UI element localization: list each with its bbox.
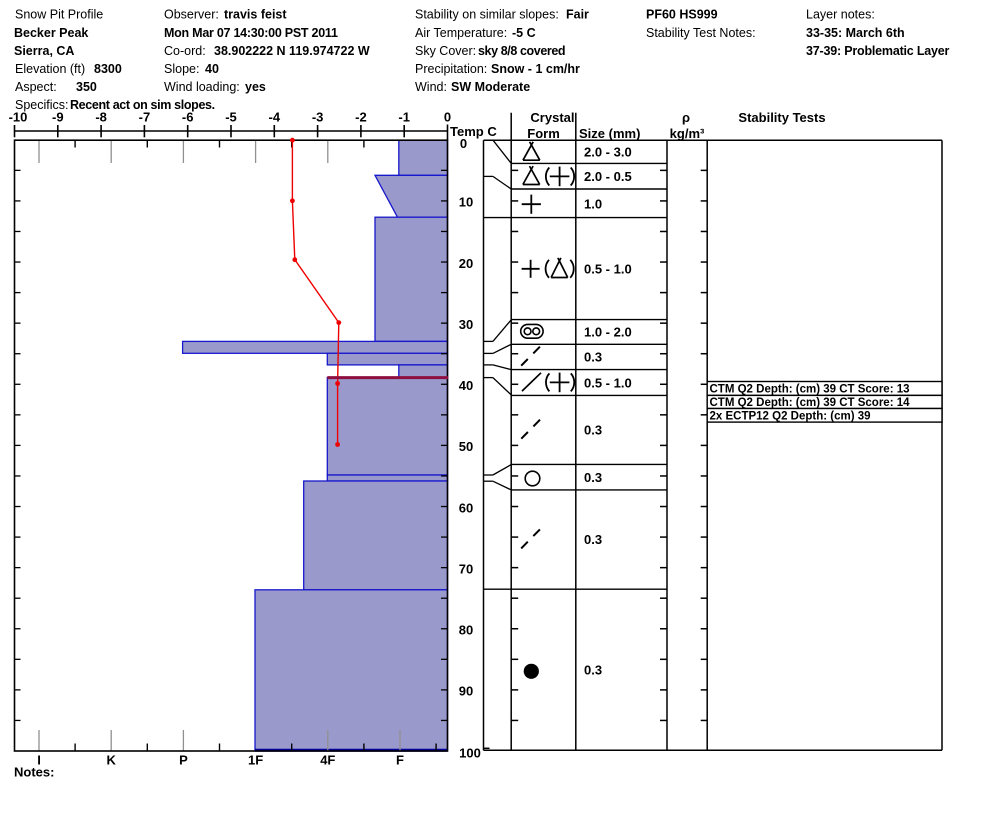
svg-text:-5 C: -5 C — [512, 26, 536, 40]
svg-text:yes: yes — [245, 80, 266, 94]
svg-text:-10: -10 — [9, 110, 28, 125]
svg-text:-5: -5 — [225, 110, 237, 125]
svg-text:Size (mm): Size (mm) — [579, 126, 640, 141]
svg-text:Wind:: Wind: — [415, 80, 447, 94]
svg-text:-4: -4 — [269, 110, 281, 125]
svg-text:90: 90 — [459, 684, 473, 699]
svg-text:0.3: 0.3 — [584, 532, 602, 547]
svg-text:-1: -1 — [398, 110, 410, 125]
svg-text:Recent act on sim slopes.: Recent act on sim slopes. — [70, 98, 215, 112]
svg-text:Specifics:: Specifics: — [15, 98, 69, 112]
svg-text:0.3: 0.3 — [584, 350, 602, 365]
svg-text:sky 8/8 covered: sky 8/8 covered — [478, 44, 565, 58]
svg-text:40: 40 — [459, 378, 473, 393]
svg-text:10: 10 — [459, 195, 473, 210]
svg-text:F: F — [396, 753, 404, 768]
svg-text:Becker Peak: Becker Peak — [14, 26, 88, 40]
svg-text:100: 100 — [459, 746, 481, 761]
svg-text:Stability Tests: Stability Tests — [738, 110, 825, 125]
svg-text:40: 40 — [205, 62, 219, 76]
svg-text:60: 60 — [459, 500, 473, 515]
svg-text:Crystal: Crystal — [530, 110, 574, 125]
svg-text:Sky Cover:: Sky Cover: — [415, 44, 476, 58]
svg-text:Co-ord:: Co-ord: — [164, 44, 206, 58]
svg-text:CTM Q2 Depth: (cm) 39 CT Score: CTM Q2 Depth: (cm) 39 CT Score: 13 — [710, 384, 910, 396]
svg-text:SW Moderate: SW Moderate — [451, 80, 530, 94]
svg-text:2x ECTP12 Q2 Depth: (cm) 39: 2x ECTP12 Q2 Depth: (cm) 39 — [710, 411, 871, 423]
svg-text:ρ: ρ — [682, 110, 690, 125]
svg-text:50: 50 — [459, 439, 473, 454]
svg-text:0: 0 — [444, 110, 451, 125]
svg-text:-8: -8 — [95, 110, 107, 125]
svg-text:1F: 1F — [248, 753, 263, 768]
svg-text:Snow - 1 cm/hr: Snow - 1 cm/hr — [491, 62, 580, 76]
svg-text:Aspect:: Aspect: — [15, 80, 57, 94]
svg-text:0.5 - 1.0: 0.5 - 1.0 — [584, 262, 632, 277]
svg-text:Layer notes:: Layer notes: — [806, 8, 875, 22]
svg-text:Temp C: Temp C — [450, 124, 497, 139]
svg-text:0.3: 0.3 — [584, 423, 602, 438]
svg-text:P: P — [179, 753, 188, 768]
svg-text:0.3: 0.3 — [584, 662, 602, 677]
svg-text:-2: -2 — [355, 110, 367, 125]
svg-text:2.0 - 0.5: 2.0 - 0.5 — [584, 169, 632, 184]
svg-text:-7: -7 — [139, 110, 151, 125]
svg-text:Wind loading:: Wind loading: — [164, 80, 240, 94]
svg-text:I: I — [37, 753, 41, 768]
svg-text:PF60 HS999: PF60 HS999 — [646, 8, 718, 22]
svg-text:Air Temperature:: Air Temperature: — [415, 26, 507, 40]
svg-text:0.3: 0.3 — [584, 470, 602, 485]
svg-text:30: 30 — [459, 317, 473, 332]
svg-text:20: 20 — [459, 256, 473, 271]
svg-text:Mon Mar 07 14:30:00 PST 2011: Mon Mar 07 14:30:00 PST 2011 — [164, 26, 338, 40]
svg-text:33-35: March 6th: 33-35: March 6th — [806, 26, 905, 40]
svg-text:Elevation (ft): Elevation (ft) — [15, 62, 85, 76]
svg-text:-3: -3 — [312, 110, 324, 125]
svg-text:Slope:: Slope: — [164, 62, 199, 76]
svg-text:CTM Q2 Depth: (cm) 39 CT Score: CTM Q2 Depth: (cm) 39 CT Score: 14 — [710, 397, 911, 409]
svg-text:Snow Pit Profile: Snow Pit Profile — [15, 8, 103, 22]
svg-text:travis feist: travis feist — [224, 8, 287, 22]
svg-text:37-39: Problematic Layer: 37-39: Problematic Layer — [806, 44, 950, 58]
svg-text:0.5 - 1.0: 0.5 - 1.0 — [584, 375, 632, 390]
svg-text:80: 80 — [459, 623, 473, 638]
svg-text:8300: 8300 — [94, 62, 122, 76]
svg-text:Sierra, CA: Sierra, CA — [14, 44, 74, 58]
svg-text:-6: -6 — [182, 110, 194, 125]
svg-text:kg/m³: kg/m³ — [670, 126, 705, 141]
svg-text:Fair: Fair — [566, 8, 589, 22]
svg-text:Observer:: Observer: — [164, 8, 219, 22]
svg-text:Form: Form — [527, 126, 560, 141]
svg-text:K: K — [107, 753, 117, 768]
svg-text:38.902222 N 119.974722 W: 38.902222 N 119.974722 W — [214, 44, 370, 58]
svg-text:0: 0 — [460, 136, 467, 151]
svg-text:350: 350 — [76, 80, 97, 94]
svg-text:2.0 - 3.0: 2.0 - 3.0 — [584, 145, 632, 160]
svg-text:Notes:: Notes: — [14, 765, 54, 780]
svg-text:Precipitation:: Precipitation: — [415, 62, 487, 76]
svg-text:1.0: 1.0 — [584, 196, 602, 211]
svg-text:4F: 4F — [320, 753, 335, 768]
svg-text:Stability Test Notes:: Stability Test Notes: — [646, 26, 756, 40]
svg-text:Stability on similar slopes:: Stability on similar slopes: — [415, 8, 559, 22]
svg-text:-9: -9 — [52, 110, 64, 125]
svg-text:70: 70 — [459, 561, 473, 576]
svg-text:1.0 - 2.0: 1.0 - 2.0 — [584, 325, 632, 340]
